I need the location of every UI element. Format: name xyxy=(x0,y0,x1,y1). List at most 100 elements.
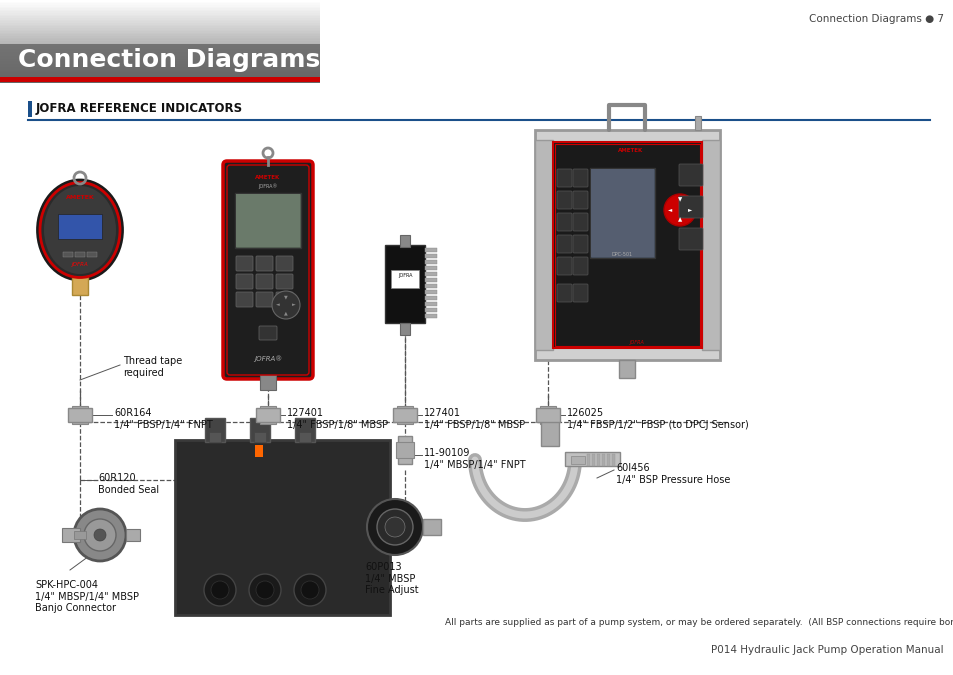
Bar xyxy=(0,38,319,40)
Bar xyxy=(260,406,275,424)
Text: JOFRA: JOFRA xyxy=(629,340,644,345)
Bar xyxy=(535,130,720,360)
Bar xyxy=(0,80,319,83)
Bar xyxy=(424,302,436,306)
Bar xyxy=(0,74,319,76)
Bar xyxy=(0,65,319,68)
Bar xyxy=(0,28,319,30)
Bar xyxy=(424,248,436,252)
Text: JOFRA: JOFRA xyxy=(397,273,412,278)
Text: JOFRA®: JOFRA® xyxy=(258,183,277,188)
Bar xyxy=(254,445,263,457)
Bar xyxy=(253,432,266,442)
Bar xyxy=(174,440,390,615)
Bar xyxy=(235,194,299,247)
Bar xyxy=(28,101,32,117)
Text: 11-90109
1/4" MBSP/1/4" FNPT: 11-90109 1/4" MBSP/1/4" FNPT xyxy=(423,448,525,470)
Bar xyxy=(0,80,319,83)
Text: JOFRA®: JOFRA® xyxy=(253,355,282,362)
Bar xyxy=(701,140,720,350)
Text: SPK-HPC-004
1/4" MBSP/1/4" MBSP
Banjo Connector: SPK-HPC-004 1/4" MBSP/1/4" MBSP Banjo Co… xyxy=(35,580,139,613)
Ellipse shape xyxy=(37,180,122,280)
Bar xyxy=(58,214,102,239)
Circle shape xyxy=(249,574,281,606)
FancyBboxPatch shape xyxy=(275,256,293,271)
Bar xyxy=(553,142,701,348)
Bar xyxy=(0,79,319,82)
Bar xyxy=(424,296,436,300)
Text: 127401
1/4" FBSP/1/8" MBSP: 127401 1/4" FBSP/1/8" MBSP xyxy=(423,408,524,429)
Bar xyxy=(234,193,301,248)
Circle shape xyxy=(294,574,326,606)
Bar xyxy=(71,406,88,424)
Bar xyxy=(422,519,440,535)
FancyBboxPatch shape xyxy=(557,191,572,209)
Bar xyxy=(539,406,556,424)
Bar xyxy=(597,454,599,466)
Text: ▲: ▲ xyxy=(284,310,288,315)
Bar xyxy=(0,16,319,19)
FancyBboxPatch shape xyxy=(235,292,253,307)
Bar xyxy=(0,68,319,70)
Text: Connection Diagrams: Connection Diagrams xyxy=(18,48,320,72)
Bar xyxy=(0,43,319,45)
FancyBboxPatch shape xyxy=(255,256,273,271)
FancyBboxPatch shape xyxy=(573,257,587,275)
Bar xyxy=(0,64,319,67)
Bar xyxy=(0,45,319,47)
Bar xyxy=(0,18,319,21)
Text: ▲: ▲ xyxy=(678,217,681,223)
Bar xyxy=(209,432,221,442)
Bar xyxy=(0,70,319,73)
Bar xyxy=(0,65,319,68)
Bar xyxy=(564,452,619,466)
FancyBboxPatch shape xyxy=(255,274,273,289)
Text: 127401
1/4" FBSP/1/8" MBSP: 127401 1/4" FBSP/1/8" MBSP xyxy=(287,408,388,429)
Bar xyxy=(0,0,319,3)
Bar xyxy=(250,418,270,442)
Bar xyxy=(0,1,319,4)
Text: 60R120
Bonded Seal: 60R120 Bonded Seal xyxy=(98,473,159,495)
Bar xyxy=(0,59,319,61)
Circle shape xyxy=(367,499,422,555)
Text: 60R164
1/4" FBSP/1/4" FNPT: 60R164 1/4" FBSP/1/4" FNPT xyxy=(113,408,213,429)
Text: P014 Hydraulic Jack Pump Operation Manual: P014 Hydraulic Jack Pump Operation Manua… xyxy=(711,645,943,655)
FancyBboxPatch shape xyxy=(679,196,702,218)
Bar xyxy=(68,408,91,422)
Bar xyxy=(424,278,436,282)
FancyBboxPatch shape xyxy=(235,274,253,289)
Bar xyxy=(555,144,700,346)
Bar xyxy=(0,20,319,22)
Circle shape xyxy=(272,291,299,319)
Bar xyxy=(0,49,319,52)
Text: 60P013
1/4" MBSP
Fine Adjust: 60P013 1/4" MBSP Fine Adjust xyxy=(365,562,418,595)
Bar xyxy=(0,56,319,59)
Bar xyxy=(0,33,319,36)
Bar xyxy=(0,54,319,57)
FancyBboxPatch shape xyxy=(258,326,276,340)
Bar xyxy=(612,454,615,466)
Bar xyxy=(0,23,319,26)
Ellipse shape xyxy=(44,186,116,274)
Bar xyxy=(586,454,589,466)
Bar xyxy=(0,49,319,52)
Bar xyxy=(0,56,319,59)
Bar xyxy=(571,456,584,464)
Circle shape xyxy=(94,529,106,541)
Bar xyxy=(397,436,412,464)
Text: 60I456
1/4" BSP Pressure Hose: 60I456 1/4" BSP Pressure Hose xyxy=(616,463,730,485)
Bar xyxy=(0,34,319,37)
Bar xyxy=(0,79,319,82)
Bar xyxy=(592,454,595,466)
Circle shape xyxy=(663,194,696,226)
Bar xyxy=(0,61,319,63)
Bar xyxy=(0,7,319,9)
Bar xyxy=(87,252,97,257)
Bar xyxy=(0,70,319,73)
Bar xyxy=(695,116,700,130)
Bar xyxy=(424,254,436,258)
FancyBboxPatch shape xyxy=(275,274,293,289)
Text: ◄: ◄ xyxy=(667,207,672,213)
Bar xyxy=(424,290,436,294)
Text: ►: ► xyxy=(687,207,691,213)
